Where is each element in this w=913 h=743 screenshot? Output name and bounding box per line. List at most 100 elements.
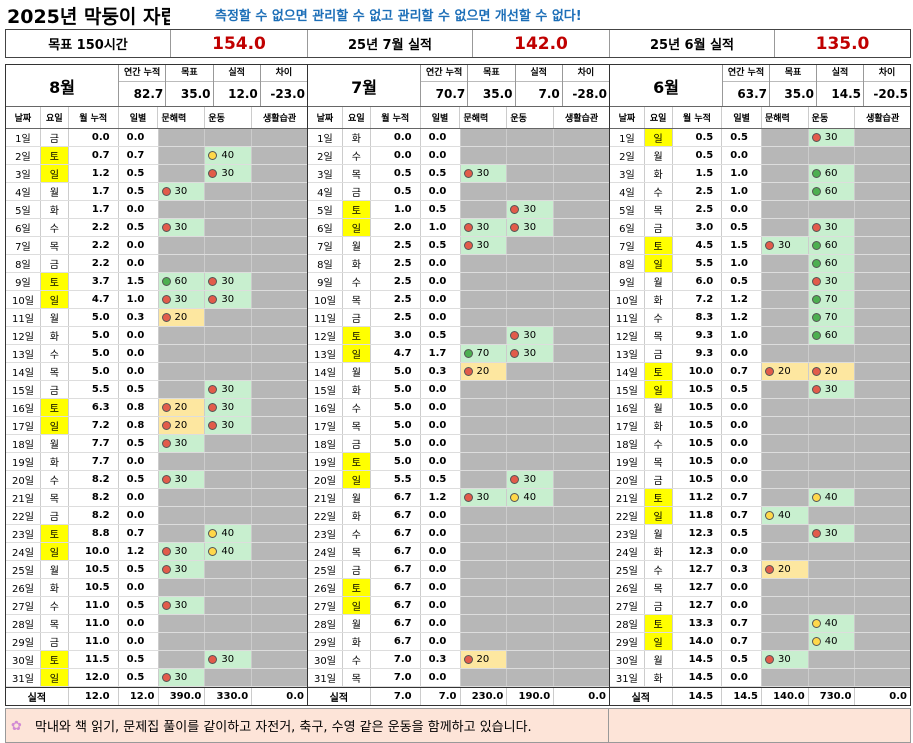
literacy-cell[interactable] (460, 597, 508, 614)
literacy-cell[interactable] (762, 165, 809, 182)
life-habit-cell[interactable] (252, 597, 307, 614)
literacy-cell[interactable] (158, 327, 206, 344)
life-habit-cell[interactable] (252, 615, 307, 632)
life-habit-cell[interactable] (855, 525, 910, 542)
exercise-cell[interactable] (205, 579, 253, 596)
exercise-cell[interactable]: 30 (808, 273, 856, 290)
exercise-cell[interactable] (205, 561, 253, 578)
life-habit-cell[interactable] (554, 147, 609, 164)
literacy-cell[interactable] (762, 669, 809, 686)
life-habit-cell[interactable] (855, 327, 910, 344)
exercise-cell[interactable] (507, 543, 555, 560)
exercise-cell[interactable] (507, 363, 555, 380)
literacy-cell[interactable]: 20 (158, 399, 206, 416)
exercise-cell[interactable] (205, 453, 253, 470)
literacy-cell[interactable] (158, 255, 206, 272)
exercise-cell[interactable]: 60 (808, 237, 856, 254)
life-habit-cell[interactable] (554, 327, 609, 344)
literacy-cell[interactable]: 30 (158, 183, 206, 200)
life-habit-cell[interactable] (554, 615, 609, 632)
literacy-cell[interactable] (460, 309, 508, 326)
literacy-cell[interactable] (460, 129, 508, 146)
life-habit-cell[interactable] (855, 543, 910, 560)
literacy-cell[interactable] (460, 273, 508, 290)
exercise-cell[interactable] (507, 453, 555, 470)
life-habit-cell[interactable] (554, 345, 609, 362)
exercise-cell[interactable] (808, 669, 856, 686)
literacy-cell[interactable] (762, 129, 809, 146)
exercise-cell[interactable] (507, 633, 555, 650)
life-habit-cell[interactable] (855, 615, 910, 632)
exercise-cell[interactable] (507, 525, 555, 542)
literacy-cell[interactable] (460, 561, 508, 578)
literacy-cell[interactable] (158, 633, 206, 650)
literacy-cell[interactable] (762, 615, 809, 632)
life-habit-cell[interactable] (855, 345, 910, 362)
life-habit-cell[interactable] (554, 165, 609, 182)
exercise-cell[interactable]: 70 (808, 291, 856, 308)
life-habit-cell[interactable] (554, 237, 609, 254)
exercise-cell[interactable] (507, 669, 555, 686)
exercise-cell[interactable] (808, 561, 856, 578)
exercise-cell[interactable]: 40 (205, 147, 253, 164)
life-habit-cell[interactable] (252, 453, 307, 470)
exercise-cell[interactable] (205, 183, 253, 200)
exercise-cell[interactable] (808, 543, 856, 560)
exercise-cell[interactable]: 30 (205, 417, 253, 434)
life-habit-cell[interactable] (855, 435, 910, 452)
life-habit-cell[interactable] (252, 219, 307, 236)
exercise-cell[interactable]: 40 (808, 615, 856, 632)
literacy-cell[interactable] (762, 381, 809, 398)
life-habit-cell[interactable] (252, 363, 307, 380)
exercise-cell[interactable]: 30 (205, 399, 253, 416)
life-habit-cell[interactable] (855, 651, 910, 668)
life-habit-cell[interactable] (252, 633, 307, 650)
life-habit-cell[interactable] (554, 381, 609, 398)
life-habit-cell[interactable] (855, 417, 910, 434)
life-habit-cell[interactable] (855, 255, 910, 272)
exercise-cell[interactable] (507, 309, 555, 326)
exercise-cell[interactable] (507, 237, 555, 254)
exercise-cell[interactable] (808, 597, 856, 614)
life-habit-cell[interactable] (252, 345, 307, 362)
literacy-cell[interactable] (460, 471, 508, 488)
life-habit-cell[interactable] (554, 309, 609, 326)
life-habit-cell[interactable] (252, 273, 307, 290)
literacy-cell[interactable]: 30 (762, 651, 809, 668)
life-habit-cell[interactable] (855, 399, 910, 416)
exercise-cell[interactable]: 60 (808, 255, 856, 272)
life-habit-cell[interactable] (252, 381, 307, 398)
exercise-cell[interactable]: 30 (507, 471, 555, 488)
literacy-cell[interactable] (158, 363, 206, 380)
literacy-cell[interactable] (158, 165, 206, 182)
literacy-cell[interactable]: 30 (158, 435, 206, 452)
exercise-cell[interactable]: 60 (808, 165, 856, 182)
life-habit-cell[interactable] (855, 561, 910, 578)
life-habit-cell[interactable] (252, 183, 307, 200)
literacy-cell[interactable]: 30 (158, 561, 206, 578)
literacy-cell[interactable] (460, 255, 508, 272)
literacy-cell[interactable] (762, 345, 809, 362)
life-habit-cell[interactable] (252, 525, 307, 542)
life-habit-cell[interactable] (855, 597, 910, 614)
exercise-cell[interactable]: 30 (507, 345, 555, 362)
exercise-cell[interactable] (808, 651, 856, 668)
life-habit-cell[interactable] (855, 453, 910, 470)
literacy-cell[interactable]: 40 (762, 507, 809, 524)
exercise-cell[interactable] (205, 435, 253, 452)
life-habit-cell[interactable] (554, 129, 609, 146)
literacy-cell[interactable] (762, 471, 809, 488)
exercise-cell[interactable] (808, 435, 856, 452)
literacy-cell[interactable] (460, 381, 508, 398)
life-habit-cell[interactable] (554, 219, 609, 236)
literacy-cell[interactable] (762, 633, 809, 650)
literacy-cell[interactable] (460, 525, 508, 542)
literacy-cell[interactable] (460, 399, 508, 416)
literacy-cell[interactable] (158, 525, 206, 542)
literacy-cell[interactable] (460, 507, 508, 524)
exercise-cell[interactable] (808, 507, 856, 524)
life-habit-cell[interactable] (554, 471, 609, 488)
exercise-cell[interactable]: 30 (205, 291, 253, 308)
exercise-cell[interactable] (507, 381, 555, 398)
literacy-cell[interactable] (158, 381, 206, 398)
